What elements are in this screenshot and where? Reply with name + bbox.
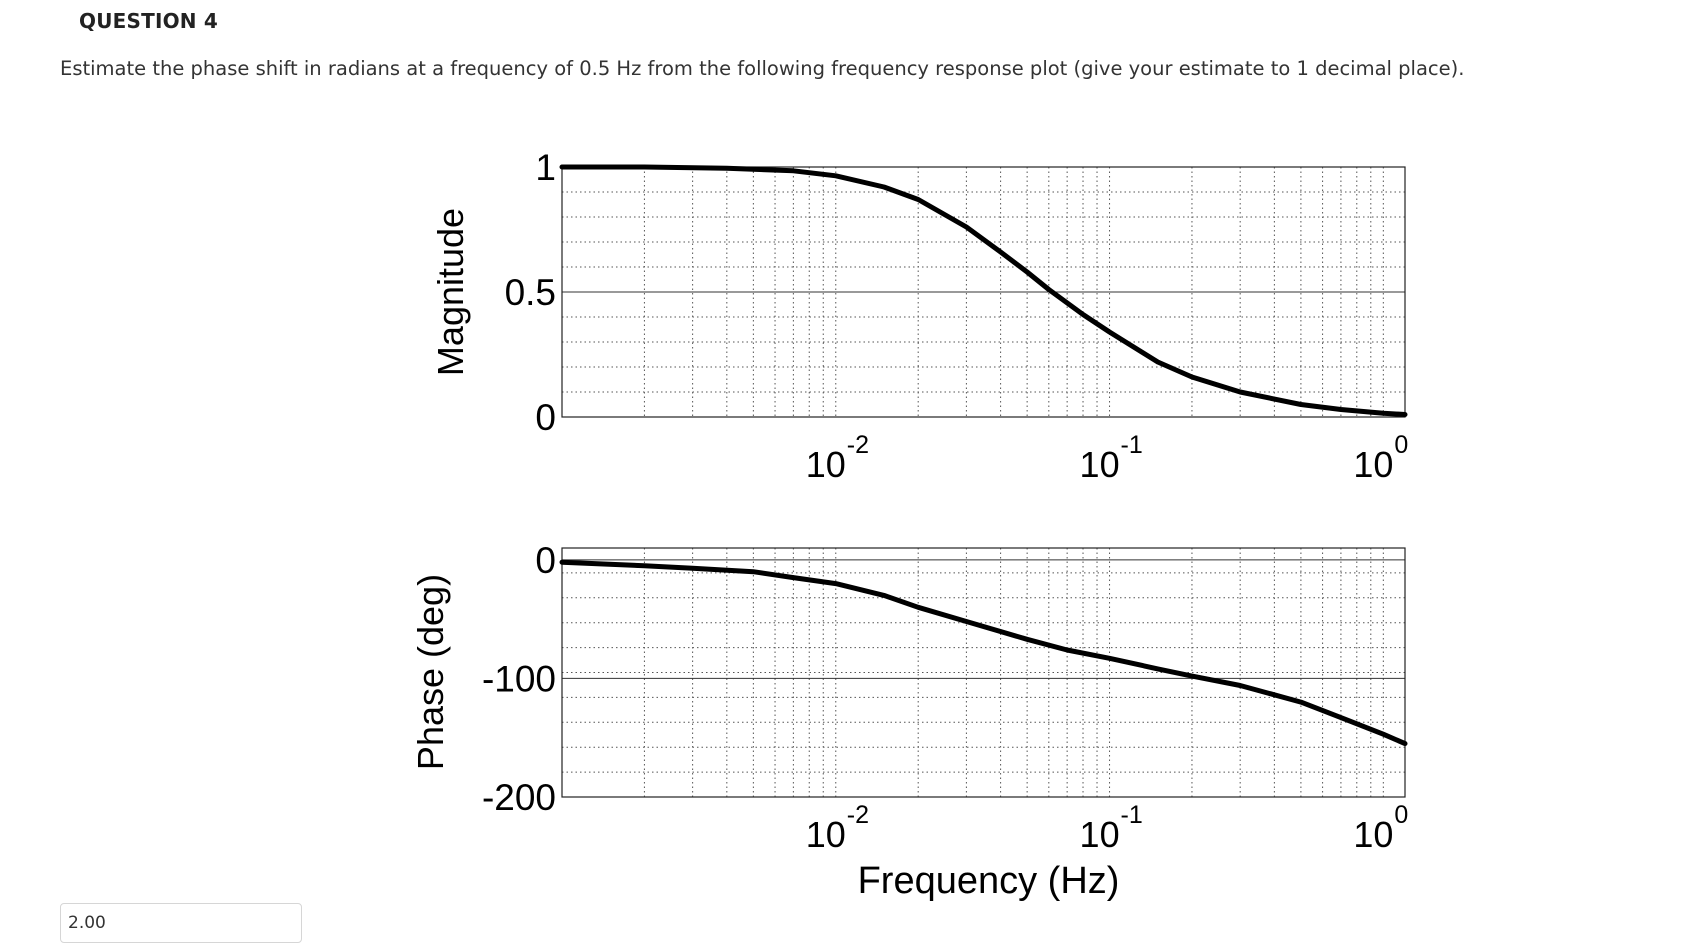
x-tick-label: 10 — [1353, 814, 1393, 855]
x-tick-label: 10 — [1353, 444, 1393, 485]
y-tick-label: 0.5 — [505, 272, 556, 313]
x-tick-label: 10 — [1080, 444, 1120, 485]
data-curve — [559, 559, 1408, 747]
x-tick-exponent: -2 — [847, 801, 869, 829]
x-axis-label: Frequency (Hz) — [858, 860, 1120, 902]
x-tick-exponent: -1 — [1121, 801, 1143, 829]
y-tick-label: -200 — [482, 777, 556, 818]
x-tick-exponent: -1 — [1121, 431, 1143, 459]
y-tick-label: 0 — [535, 397, 556, 438]
x-tick-label: 10 — [806, 444, 846, 485]
y-axis-label: Magnitude — [430, 208, 471, 376]
answer-value: 2.00 — [68, 913, 106, 933]
data-curve — [559, 164, 1408, 417]
x-tick-label: 10 — [806, 814, 846, 855]
y-tick-label: 0 — [535, 540, 556, 581]
x-tick-exponent: 0 — [1394, 801, 1408, 829]
y-tick-label: -100 — [482, 658, 556, 699]
question-text: Estimate the phase shift in radians at a… — [60, 57, 1465, 80]
x-tick-exponent: -2 — [847, 431, 869, 459]
x-tick-label: 10 — [1080, 814, 1120, 855]
plot-frame — [561, 166, 1406, 418]
plot-frame — [561, 547, 1406, 798]
y-tick-label: 1 — [535, 147, 556, 188]
question-title: QUESTION 4 — [79, 9, 219, 33]
x-tick-exponent: 0 — [1394, 431, 1408, 459]
y-axis-label: Phase (deg) — [410, 574, 451, 770]
